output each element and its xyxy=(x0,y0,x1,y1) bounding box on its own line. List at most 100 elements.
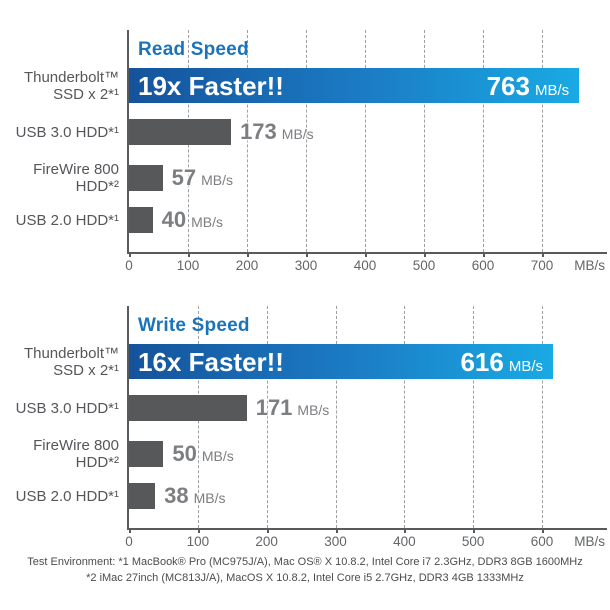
value-unit: MB/s xyxy=(191,214,223,230)
value-label: 171 MB/s xyxy=(256,397,330,419)
category-label-line: SSD x 2*¹ xyxy=(53,361,119,379)
value-unit: MB/s xyxy=(201,448,234,464)
axis-tick xyxy=(188,252,190,257)
value-number: 38 xyxy=(164,483,189,508)
axis-tick xyxy=(247,252,249,257)
highlight-bar: 19x Faster!! 763 MB/s xyxy=(129,68,580,103)
value-label: 50 MB/s xyxy=(172,443,233,465)
value-label: 173 MB/s xyxy=(240,121,314,143)
value-bar xyxy=(129,165,163,191)
value-number: 171 xyxy=(255,395,293,420)
axis-tick-label: 400 xyxy=(353,258,377,273)
axis-tick xyxy=(306,252,308,257)
category-label: USB 3.0 HDD*¹ xyxy=(0,119,119,145)
value-number: 57 xyxy=(171,165,197,190)
value-unit: MB/s xyxy=(508,357,543,375)
value-unit: MB/s xyxy=(297,402,330,418)
axis-tick xyxy=(542,528,544,533)
axis-tick xyxy=(404,528,407,533)
category-label: USB 2.0 HDD*¹ xyxy=(0,207,119,233)
read-speed-chart: Read Speed 0 100 200 300 400 500 600 700 MB/s 19x… xyxy=(0,30,610,280)
axis-tick-label: 100 xyxy=(186,534,210,549)
value-unit: MB/s xyxy=(201,172,233,188)
footnote-line: *2 iMac 27inch (MC813J/A), MacOS X 10.8.… xyxy=(86,571,524,584)
gridline xyxy=(335,306,337,528)
category-label: Thunderbolt™ SSD x 2*¹ xyxy=(0,344,119,379)
axis-tick-label: 200 xyxy=(255,534,278,549)
category-label-line: HDD*² xyxy=(75,454,119,471)
gridline xyxy=(306,30,307,252)
category-label: USB 2.0 HDD*¹ xyxy=(0,483,119,509)
axis-tick-label: 400 xyxy=(393,534,416,549)
gridline xyxy=(542,30,543,252)
axis-tick xyxy=(335,528,338,533)
axis-tick xyxy=(473,528,476,533)
value-bar xyxy=(129,207,153,233)
highlight-bar: 16x Faster!! 616 MB/s xyxy=(129,344,553,379)
gridline xyxy=(266,306,268,528)
category-label: FireWire 800 HDD*² xyxy=(0,161,119,195)
category-label-line: Thunderbolt™ xyxy=(23,68,119,86)
axis-tick-label: 600 xyxy=(530,534,554,549)
category-label: FireWire 800 HDD*² xyxy=(0,437,119,471)
axis-tick xyxy=(542,252,544,257)
value-label: 616 MB/s xyxy=(460,349,543,375)
axis-tick-label: 0 xyxy=(125,258,133,273)
axis-tick xyxy=(197,528,200,533)
axis-unit-label: MB/s xyxy=(574,534,605,549)
category-label: USB 3.0 HDD*¹ xyxy=(0,395,119,421)
value-unit: MB/s xyxy=(534,81,570,99)
category-label-line: USB 2.0 HDD*¹ xyxy=(15,211,119,229)
axis-tick-label: 300 xyxy=(324,534,347,549)
value-label: 763 MB/s xyxy=(487,73,570,99)
value-number: 173 xyxy=(240,119,277,144)
value-label: 40 MB/s xyxy=(162,209,223,231)
category-label-line: USB 3.0 HDD*¹ xyxy=(15,123,119,141)
axis-tick-label: 200 xyxy=(235,258,259,273)
annotation: 19x Faster!! xyxy=(138,70,284,101)
value-label: 57 MB/s xyxy=(172,167,233,189)
axis-tick xyxy=(129,528,131,533)
value-bar xyxy=(129,483,156,509)
value-label: 38 MB/s xyxy=(164,485,225,507)
category-label-line: FireWire 800 xyxy=(33,161,119,178)
value-number: 616 xyxy=(460,346,504,377)
axis-tick xyxy=(483,252,485,257)
category-label-line: Thunderbolt™ xyxy=(23,344,119,362)
axis-tick-label: 600 xyxy=(471,258,495,273)
axis-tick-label: 300 xyxy=(294,258,318,273)
chart-title: Write Speed xyxy=(138,315,250,336)
axis-tick-label: 500 xyxy=(412,258,436,273)
chart-title: Read Speed xyxy=(138,39,249,60)
value-unit: MB/s xyxy=(193,490,226,506)
category-label-line: HDD*² xyxy=(75,178,119,195)
value-number: 40 xyxy=(161,207,187,232)
axis-tick-label: 100 xyxy=(176,258,200,273)
axis-tick xyxy=(365,252,367,257)
category-label-line: USB 3.0 HDD*¹ xyxy=(15,399,119,417)
axis-tick xyxy=(129,252,131,257)
category-label-line: USB 2.0 HDD*¹ xyxy=(15,487,119,505)
value-unit: MB/s xyxy=(281,126,314,142)
value-bar xyxy=(129,441,164,467)
value-bar xyxy=(129,395,247,421)
gridline xyxy=(404,306,406,528)
axis-tick-label: 500 xyxy=(461,534,485,549)
axis-tick-label: 0 xyxy=(125,534,133,549)
gridline xyxy=(473,306,475,528)
gridline xyxy=(483,30,484,252)
test-environment-note: Test Environment: *1 MacBook® Pro (MC975… xyxy=(0,555,610,586)
axis-tick xyxy=(424,252,426,257)
value-bar xyxy=(129,119,232,145)
axis-unit-label: MB/s xyxy=(574,258,605,273)
plot-area: Write Speed 0 100 200 300 400 500 600 MB/s 16x F… xyxy=(125,306,607,548)
write-speed-chart: Write Speed 0 100 200 300 400 500 600 MB/s 16x F… xyxy=(0,306,610,556)
value-number: 50 xyxy=(172,441,197,466)
gridline xyxy=(247,30,248,252)
axis-tick-label: 700 xyxy=(530,258,554,273)
gridline xyxy=(424,30,425,252)
category-label-line: SSD x 2*¹ xyxy=(53,85,119,103)
annotation: 16x Faster!! xyxy=(138,346,284,377)
axis-tick xyxy=(266,528,269,533)
